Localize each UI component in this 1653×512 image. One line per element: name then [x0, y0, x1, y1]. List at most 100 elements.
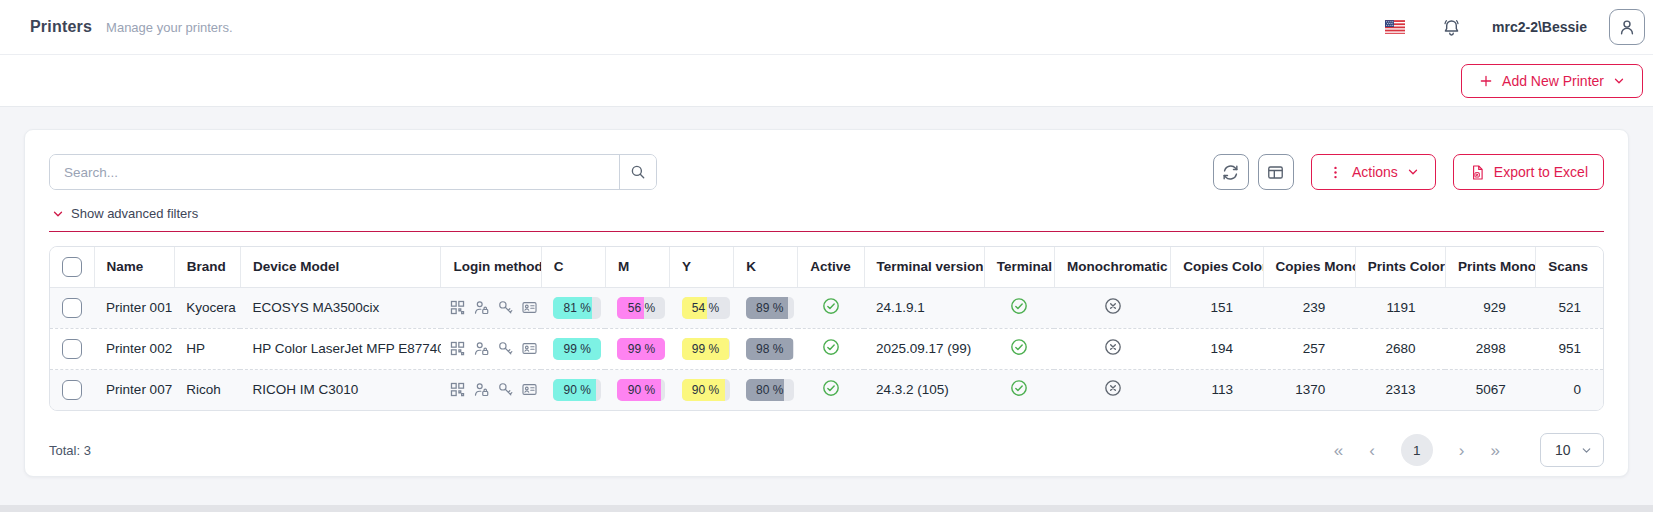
toner-cyan-badge: 81 %	[553, 297, 601, 319]
table-row[interactable]: Printer 007 Ricoh RICOH IM C3010 90 %	[50, 369, 1603, 410]
copies-mono-value: 239	[1303, 300, 1326, 315]
action-bar: Add New Printer	[0, 55, 1653, 107]
qr-code-icon	[449, 381, 466, 398]
column-header-terminal-version[interactable]: Terminal version	[864, 247, 984, 287]
notifications-bell-icon[interactable]	[1441, 17, 1462, 38]
qr-code-icon	[449, 299, 466, 316]
active-check-icon	[821, 378, 841, 398]
last-page-button[interactable]: »	[1491, 442, 1500, 459]
page-subtitle: Manage your printers.	[106, 20, 232, 35]
advanced-filters-toggle[interactable]: Show advanced filters	[51, 206, 198, 221]
horizontal-scrollbar[interactable]	[0, 505, 1653, 512]
total-count: Total: 3	[49, 443, 91, 458]
column-header-login-methods[interactable]: Login methods	[441, 247, 541, 287]
toner-yellow-badge: 99 %	[682, 338, 730, 360]
column-header-prints-mono[interactable]: Prints Mono	[1445, 247, 1535, 287]
chevron-down-icon	[1580, 444, 1593, 457]
vertical-dots-icon	[1327, 164, 1344, 181]
excel-file-icon	[1469, 164, 1486, 181]
toner-black-badge: 89 %	[746, 297, 794, 319]
active-check-icon	[821, 296, 841, 316]
user-menu-button[interactable]	[1609, 9, 1645, 45]
export-label: Export to Excel	[1494, 164, 1588, 180]
column-header-monochromatic[interactable]: Monochromatic	[1054, 247, 1170, 287]
prints-mono-value: 2898	[1476, 341, 1506, 356]
scans-value: 0	[1573, 382, 1581, 397]
printer-name: Printer 001	[106, 300, 172, 315]
column-header-y[interactable]: Y	[670, 247, 734, 287]
monochromatic-x-icon	[1103, 337, 1123, 357]
id-card-icon	[521, 299, 538, 316]
prints-color-value: 2680	[1385, 341, 1415, 356]
column-header-c[interactable]: C	[541, 247, 605, 287]
search-group	[49, 154, 657, 190]
column-header-scans[interactable]: Scans	[1536, 247, 1603, 287]
prints-color-value: 2313	[1385, 382, 1415, 397]
previous-page-button[interactable]: ‹	[1369, 442, 1375, 459]
toner-yellow-badge: 54 %	[682, 297, 730, 319]
key-icon	[497, 340, 514, 357]
printer-brand: HP	[186, 341, 205, 356]
main-content: Actions Export to Excel Show advanced fi…	[0, 107, 1653, 512]
toner-cyan-badge: 99 %	[553, 338, 601, 360]
active-check-icon	[821, 337, 841, 357]
table-row[interactable]: Printer 001 Kyocera ECOSYS MA3500cix 81	[50, 287, 1603, 328]
terminal-check-icon	[1009, 296, 1029, 316]
next-page-button[interactable]: ›	[1459, 442, 1465, 459]
terminal-version: 24.1.9.1	[876, 300, 925, 315]
column-header-m[interactable]: M	[605, 247, 669, 287]
row-checkbox[interactable]	[62, 380, 82, 400]
device-model: HP Color LaserJet MFP E87740	[252, 341, 441, 356]
select-all-checkbox[interactable]	[62, 257, 82, 277]
column-header-terminal[interactable]: Terminal	[984, 247, 1054, 287]
column-header-name[interactable]: Name	[94, 247, 174, 287]
add-new-printer-button[interactable]: Add New Printer	[1461, 64, 1643, 98]
column-header-brand[interactable]: Brand	[174, 247, 240, 287]
columns-settings-button[interactable]	[1258, 154, 1294, 190]
actions-button[interactable]: Actions	[1311, 154, 1436, 190]
key-icon	[497, 299, 514, 316]
table-columns-icon	[1266, 163, 1285, 182]
printer-brand: Ricoh	[186, 382, 221, 397]
scans-value: 521	[1558, 300, 1581, 315]
device-model: ECOSYS MA3500cix	[252, 300, 379, 315]
device-model: RICOH IM C3010	[252, 382, 358, 397]
column-header-device-model[interactable]: Device Model	[240, 247, 441, 287]
table-header-row: Name Brand Device Model Login methods C …	[50, 247, 1603, 287]
username: mrc2-2\Bessie	[1492, 19, 1587, 35]
column-header-active[interactable]: Active	[798, 247, 864, 287]
terminal-version: 2025.09.17 (99)	[876, 341, 971, 356]
toner-magenta-badge: 56 %	[617, 297, 665, 319]
user-lock-icon	[473, 381, 490, 398]
pagination: « ‹ 1 › » 10	[1334, 433, 1604, 467]
column-header-copies-mono[interactable]: Copies Mono	[1263, 247, 1355, 287]
column-header-copies-color[interactable]: Copies Color	[1171, 247, 1263, 287]
row-checkbox[interactable]	[62, 298, 82, 318]
user-lock-icon	[473, 340, 490, 357]
toner-black-badge: 80 %	[746, 379, 794, 401]
current-page-button[interactable]: 1	[1401, 434, 1433, 466]
page-title: Printers	[30, 18, 92, 36]
language-flag-icon[interactable]	[1385, 20, 1405, 34]
column-header-prints-color[interactable]: Prints Color	[1355, 247, 1445, 287]
chevron-down-icon	[51, 207, 65, 221]
first-page-button[interactable]: «	[1334, 442, 1343, 459]
id-card-icon	[521, 340, 538, 357]
page-size-select[interactable]: 10	[1540, 433, 1604, 467]
id-card-icon	[521, 381, 538, 398]
monochromatic-x-icon	[1103, 296, 1123, 316]
column-header-k[interactable]: K	[734, 247, 798, 287]
search-input[interactable]	[50, 155, 619, 189]
row-checkbox[interactable]	[62, 339, 82, 359]
copies-mono-value: 1370	[1295, 382, 1325, 397]
search-button[interactable]	[619, 155, 656, 189]
toner-black-badge: 98 %	[746, 338, 794, 360]
export-to-excel-button[interactable]: Export to Excel	[1453, 154, 1604, 190]
refresh-button[interactable]	[1213, 154, 1249, 190]
terminal-check-icon	[1009, 337, 1029, 357]
scans-value: 951	[1558, 341, 1581, 356]
table-row[interactable]: Printer 002 HP HP Color LaserJet MFP E87…	[50, 328, 1603, 369]
terminal-check-icon	[1009, 378, 1029, 398]
monochromatic-x-icon	[1103, 378, 1123, 398]
red-divider	[49, 231, 1604, 232]
